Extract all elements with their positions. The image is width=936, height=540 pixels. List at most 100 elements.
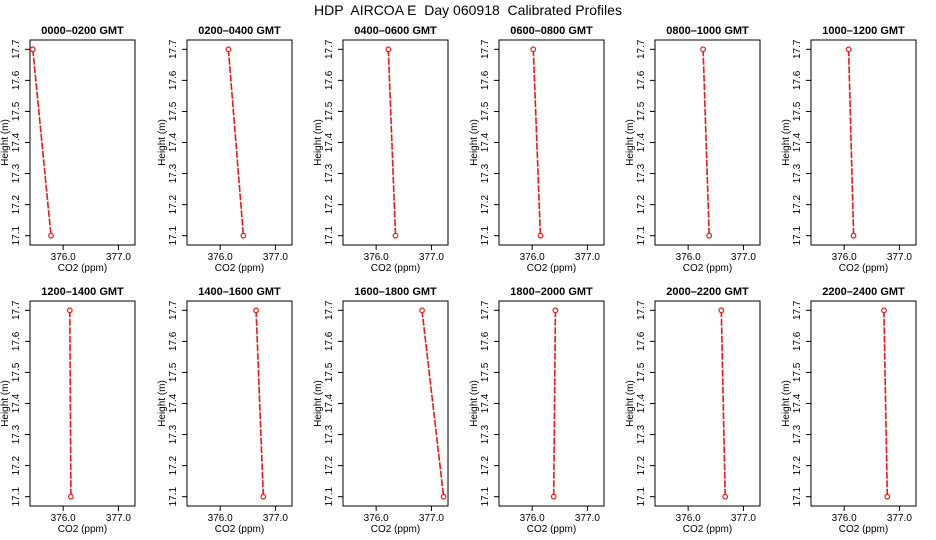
plot-frame <box>810 39 917 246</box>
y-tick-label: 17.2 <box>792 194 803 214</box>
x-axis-label: CO2 (ppm) <box>215 263 264 274</box>
y-axis-label: Height (m) <box>157 380 168 427</box>
y-tick-label: 17.6 <box>11 331 22 351</box>
x-tick-label: 376.0 <box>676 252 701 263</box>
data-point <box>552 307 559 314</box>
data-point <box>700 46 706 53</box>
x-axis-label: CO2 (ppm) <box>527 263 576 274</box>
x-axis-label: CO2 (ppm) <box>683 263 732 274</box>
x-axis-label: CO2 (ppm) <box>371 263 420 274</box>
y-tick-label: 17.2 <box>324 455 335 475</box>
y-tick-label: 17.7 <box>792 39 803 59</box>
x-axis-label: CO2 (ppm) <box>839 524 888 535</box>
profile-line <box>387 49 397 236</box>
profile-line <box>702 49 710 236</box>
y-tick-label: 17.6 <box>636 70 647 90</box>
panel-title: 1200–1400 GMT <box>41 286 124 298</box>
y-tick-label: 17.3 <box>792 163 803 183</box>
y-tick-label: 17.1 <box>324 226 335 246</box>
y-tick-label: 17.1 <box>792 487 803 507</box>
data-point <box>48 232 54 239</box>
profile-line <box>227 49 245 236</box>
x-tick-label: 376.0 <box>208 513 233 524</box>
x-tick-label: 377.0 <box>731 252 756 263</box>
panel-title: 0400–0600 GMT <box>354 25 437 37</box>
y-tick-label: 17.5 <box>11 362 22 382</box>
y-tick-label: 17.7 <box>168 300 179 320</box>
y-tick-label: 17.5 <box>480 362 491 382</box>
y-tick-label: 17.7 <box>636 39 647 59</box>
y-tick-label: 17.2 <box>168 455 179 475</box>
y-tick-label: 17.1 <box>480 226 491 246</box>
y-tick-label: 17.5 <box>636 101 647 121</box>
panel-title: 0800–1000 GMT <box>666 25 749 37</box>
y-axis-label: Height (m) <box>625 380 636 427</box>
data-point <box>537 232 544 239</box>
data-point <box>881 307 887 314</box>
profile-line <box>532 49 542 236</box>
y-tick-label: 17.4 <box>324 132 335 152</box>
y-tick-label: 17.2 <box>11 455 22 475</box>
panel-title: 0200–0400 GMT <box>198 25 281 37</box>
x-tick-label: 377.0 <box>575 252 600 263</box>
y-tick-label: 17.1 <box>168 487 179 507</box>
y-tick-label: 17.7 <box>636 300 647 320</box>
x-tick-label: 376.0 <box>208 252 233 263</box>
y-tick-label: 17.5 <box>636 362 647 382</box>
plot-frame <box>654 39 761 246</box>
y-tick-label: 17.6 <box>324 331 335 351</box>
x-tick-label: 376.0 <box>520 513 545 524</box>
y-tick-label: 17.2 <box>480 455 491 475</box>
plot-frame <box>498 39 605 246</box>
x-tick-label: 377.0 <box>263 252 288 263</box>
profile-line <box>720 310 726 497</box>
panel-title: 0000–0200 GMT <box>41 25 124 37</box>
y-tick-label: 17.5 <box>324 362 335 382</box>
y-tick-label: 17.1 <box>636 226 647 246</box>
y-axis-label: Height (m) <box>625 119 636 166</box>
data-point <box>884 493 891 500</box>
y-tick-label: 17.4 <box>480 132 491 152</box>
data-point <box>550 493 557 500</box>
y-tick-label: 17.3 <box>480 163 491 183</box>
y-axis-label: Height (m) <box>313 119 324 166</box>
x-axis-label: CO2 (ppm) <box>58 524 107 535</box>
x-axis-label: CO2 (ppm) <box>58 263 107 274</box>
data-point <box>225 46 232 53</box>
x-tick-label: 377.0 <box>887 252 912 263</box>
x-tick-label: 376.0 <box>832 513 857 524</box>
y-tick-label: 17.7 <box>11 300 22 320</box>
data-point <box>385 46 392 53</box>
x-axis-label: CO2 (ppm) <box>215 524 264 535</box>
data-point <box>29 46 36 53</box>
y-axis-label: Height (m) <box>469 119 480 166</box>
y-tick-label: 17.1 <box>636 487 647 507</box>
y-tick-label: 17.2 <box>636 455 647 475</box>
y-axis-label: Height (m) <box>0 380 11 427</box>
x-tick-label: 377.0 <box>419 252 444 263</box>
y-tick-label: 17.5 <box>792 362 803 382</box>
panel-title: 2000–2200 GMT <box>666 286 749 298</box>
y-tick-label: 17.5 <box>11 101 22 121</box>
y-tick-label: 17.4 <box>636 393 647 413</box>
data-point <box>722 493 729 500</box>
y-tick-label: 17.7 <box>324 39 335 59</box>
y-axis-label: Height (m) <box>781 119 792 166</box>
x-tick-label: 377.0 <box>575 513 600 524</box>
data-point <box>845 46 852 53</box>
y-tick-label: 17.6 <box>11 70 22 90</box>
y-tick-label: 17.5 <box>480 101 491 121</box>
y-tick-label: 17.3 <box>480 424 491 444</box>
data-point <box>706 232 713 239</box>
y-tick-label: 17.7 <box>792 300 803 320</box>
plot-frame <box>654 300 761 507</box>
y-tick-label: 17.6 <box>792 331 803 351</box>
y-axis-label: Height (m) <box>469 380 480 427</box>
